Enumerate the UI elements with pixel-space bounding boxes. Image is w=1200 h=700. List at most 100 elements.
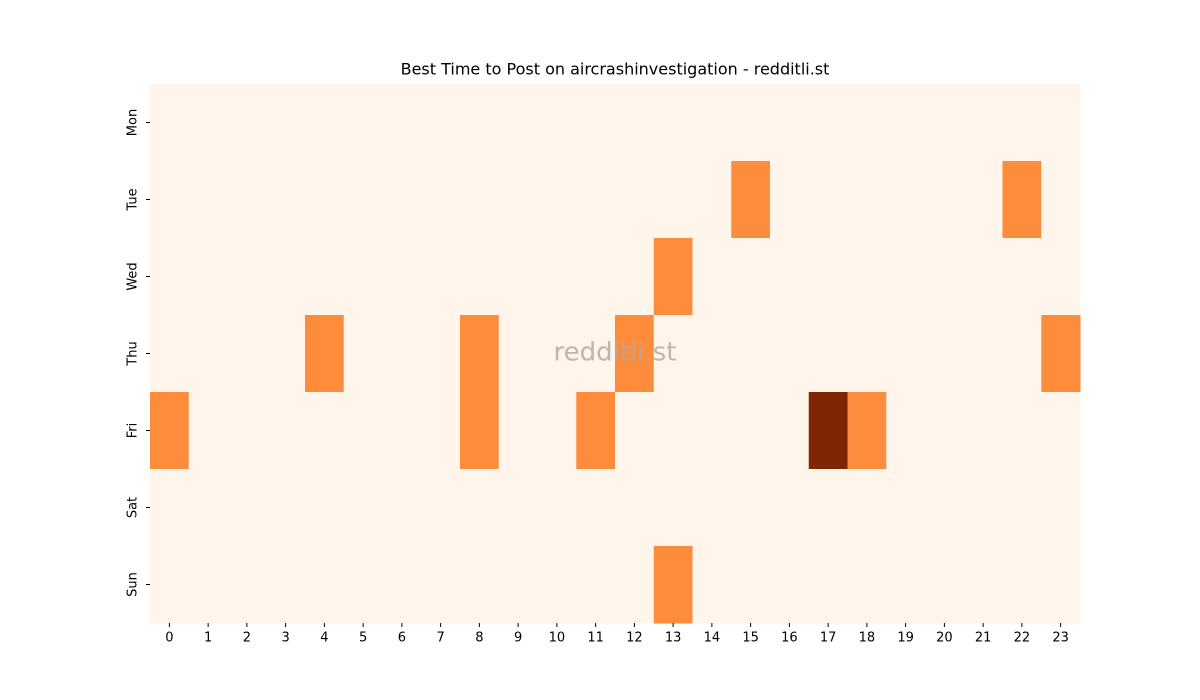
heatmap-cell: [886, 546, 926, 624]
heatmap-cell: [1041, 392, 1081, 470]
heatmap-cell: [460, 315, 500, 393]
heatmap-cell: [421, 392, 461, 470]
heatmap-cell: [925, 238, 965, 316]
heatmap-cell: [576, 315, 616, 393]
heatmap-cell: [808, 546, 848, 624]
heatmap-cell: [808, 315, 848, 393]
heatmap-cell: [188, 315, 228, 393]
heatmap-cell: [847, 469, 887, 547]
heatmap-cell: [925, 546, 965, 624]
x-tick-label: 1: [204, 631, 212, 646]
x-tick-label: 6: [398, 631, 406, 646]
heatmap-cell: [227, 84, 267, 162]
x-tick-label: 18: [859, 631, 876, 646]
heatmap-cell: [421, 469, 461, 547]
heatmap-cell: [808, 238, 848, 316]
heatmap-cell: [305, 161, 345, 239]
heatmap-cell: [382, 161, 422, 239]
heatmap-cell: [537, 546, 577, 624]
heatmap-cell: [770, 469, 810, 547]
heatmap-cell: [150, 238, 190, 316]
heatmap-cell: [382, 546, 422, 624]
heatmap-cell: [615, 84, 655, 162]
heatmap-cell: [1002, 84, 1042, 162]
heatmap-cell: [963, 161, 1003, 239]
heatmap-cell: [266, 392, 306, 470]
heatmap-cell: [498, 238, 538, 316]
heatmap-cell: [460, 238, 500, 316]
y-tick-label: Thu: [126, 341, 141, 366]
heatmap-cell: [808, 161, 848, 239]
heatmap-cell: [770, 392, 810, 470]
x-tick-label: 17: [820, 631, 837, 646]
x-tick-label: 21: [975, 631, 992, 646]
heatmap-cell: [731, 238, 771, 316]
heatmap-cell: [770, 238, 810, 316]
heatmap-cell: [266, 238, 306, 316]
heatmap-cell: [150, 392, 190, 470]
heatmap-cell: [188, 84, 228, 162]
x-tick-label: 23: [1052, 631, 1069, 646]
heatmap-cell: [266, 84, 306, 162]
x-tick-label: 12: [626, 631, 643, 646]
heatmap-cell: [576, 84, 616, 162]
heatmap-cell: [731, 161, 771, 239]
heatmap-cell: [343, 161, 383, 239]
x-tick-label: 4: [320, 631, 328, 646]
heatmap-cell: [731, 84, 771, 162]
heatmap-cell: [731, 469, 771, 547]
heatmap-cell: [305, 469, 345, 547]
heatmap-cell: [188, 161, 228, 239]
heatmap-cell: [847, 546, 887, 624]
x-tick-label: 9: [514, 631, 522, 646]
heatmap-cell: [498, 84, 538, 162]
heatmap-cell: [227, 161, 267, 239]
heatmap-cell: [150, 315, 190, 393]
x-tick-label: 15: [742, 631, 759, 646]
heatmap-cell: [808, 84, 848, 162]
y-tick-label: Wed: [126, 262, 141, 290]
heatmap-cell: [498, 469, 538, 547]
heatmap-cell: [227, 469, 267, 547]
heatmap-cell: [653, 546, 693, 624]
y-tick-label: Sat: [126, 497, 141, 518]
heatmap-cell: [731, 546, 771, 624]
heatmap-cell: [653, 392, 693, 470]
heatmap-cell: [1002, 315, 1042, 393]
heatmap-cell: [731, 392, 771, 470]
heatmap-cell: [421, 238, 461, 316]
heatmap-cell: [305, 238, 345, 316]
heatmap-cell: [305, 546, 345, 624]
heatmap-cell: [847, 392, 887, 470]
heatmap-cell: [1041, 546, 1081, 624]
heatmap-cell: [653, 469, 693, 547]
heatmap-cell: [847, 84, 887, 162]
y-tick-label: Sun: [126, 572, 141, 597]
heatmap-cell: [692, 469, 732, 547]
heatmap-cell: [808, 469, 848, 547]
heatmap-cell: [537, 84, 577, 162]
heatmap-cell: [692, 84, 732, 162]
heatmap-cell: [692, 392, 732, 470]
x-tick-label: 7: [436, 631, 444, 646]
heatmap-cell: [498, 546, 538, 624]
heatmap-cell: [1041, 469, 1081, 547]
y-tick-label: Fri: [126, 423, 141, 439]
heatmap-cell: [382, 315, 422, 393]
x-tick-label: 19: [897, 631, 914, 646]
heatmap-cell: [266, 161, 306, 239]
heatmap-cell: [1002, 469, 1042, 547]
heatmap-cell: [460, 392, 500, 470]
heatmap-cell: [1041, 315, 1081, 393]
y-tick-label: Mon: [126, 109, 141, 136]
heatmap-cell: [925, 161, 965, 239]
heatmap-cell: [266, 546, 306, 624]
heatmap-cell: [963, 546, 1003, 624]
heatmap-cell: [576, 161, 616, 239]
x-tick-label: 11: [587, 631, 604, 646]
heatmap-cell: [460, 84, 500, 162]
heatmap-cell: [150, 546, 190, 624]
heatmap-cell: [925, 315, 965, 393]
watermark: redditli.st: [554, 338, 677, 368]
heatmap-cell: [460, 546, 500, 624]
